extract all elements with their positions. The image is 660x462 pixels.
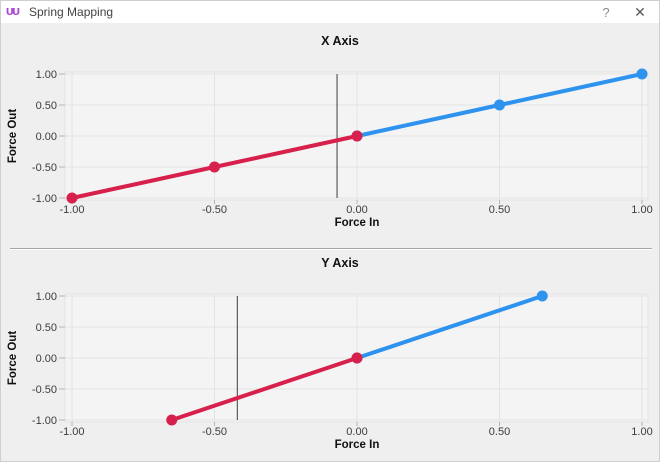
x-tick-label: -0.50	[202, 204, 227, 216]
y-axis-label: Force Out	[7, 109, 19, 163]
x-tick-label: 0.50	[489, 426, 510, 438]
window-title: Spring Mapping	[29, 5, 114, 19]
negative-mapping-point	[351, 130, 363, 142]
x-tick-label: 0.00	[346, 426, 367, 438]
x-tick-label: 1.00	[631, 204, 652, 216]
chart-title: Y Axis	[321, 256, 359, 270]
positive-mapping-point	[636, 68, 648, 80]
x-axis-label: Force In	[335, 217, 380, 229]
help-button[interactable]: ?	[589, 1, 623, 23]
x-tick-label: -0.50	[202, 426, 227, 438]
positive-mapping-point	[494, 99, 505, 111]
app-icon: UU	[6, 6, 19, 18]
y-tick-label: 0.00	[36, 353, 57, 365]
negative-mapping-point	[351, 352, 363, 364]
negative-mapping-line	[169, 356, 359, 422]
chart-title: X Axis	[321, 34, 359, 48]
y-axis-chart: -1.00 -0.50 0.00 0.50 1.00 -1.00 -0.50 0.00 0.50…	[7, 256, 653, 451]
positive-mapping-line	[355, 294, 545, 360]
x-axis-label: Force In	[335, 439, 380, 451]
negative-mapping-point	[209, 161, 220, 173]
y-tick-label: 0.50	[36, 100, 57, 112]
y-tick-label: 1.00	[36, 291, 57, 303]
y-tick-label: -1.00	[32, 415, 57, 427]
y-tick-label: -0.50	[32, 384, 57, 396]
negative-mapping-point	[66, 192, 78, 204]
dialog-content: -1.00 -0.50 0.00 0.50 1.00 -1.00 -0.50 0.00 0.50…	[1, 23, 659, 461]
x-tick-label: -1.00	[59, 426, 84, 438]
x-tick-label: 1.00	[631, 426, 652, 438]
x-tick-label: 0.00	[346, 204, 367, 216]
y-axis-label: Force Out	[7, 331, 19, 385]
separator	[10, 248, 652, 250]
x-tick-label: 0.50	[489, 204, 510, 216]
y-tick-label: -0.50	[32, 162, 57, 174]
x-tick-label: -1.00	[59, 204, 84, 216]
y-tick-label: -1.00	[32, 193, 57, 205]
negative-mapping-point	[166, 414, 178, 426]
x-axis-chart: -1.00 -0.50 0.00 0.50 1.00 -1.00 -0.50 0.00 0.50…	[7, 34, 653, 229]
y-tick-label: 0.00	[36, 131, 57, 143]
close-button[interactable]: ✕	[623, 1, 657, 23]
y-tick-label: 1.00	[36, 69, 57, 81]
titlebar[interactable]: UU Spring Mapping ? ✕	[1, 1, 659, 23]
y-tick-label: 0.50	[36, 322, 57, 334]
positive-mapping-point	[536, 290, 548, 302]
